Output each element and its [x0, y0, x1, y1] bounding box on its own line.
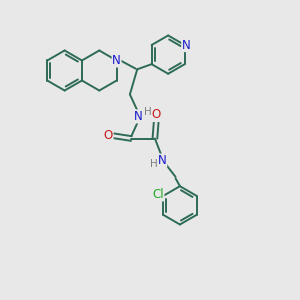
Text: N: N	[158, 154, 167, 167]
Text: H: H	[150, 159, 157, 169]
Text: N: N	[112, 54, 121, 67]
Text: Cl: Cl	[152, 188, 164, 201]
Text: N: N	[182, 38, 190, 52]
Text: H: H	[144, 107, 152, 117]
Text: O: O	[152, 109, 161, 122]
Text: N: N	[134, 110, 143, 123]
Text: O: O	[104, 129, 113, 142]
